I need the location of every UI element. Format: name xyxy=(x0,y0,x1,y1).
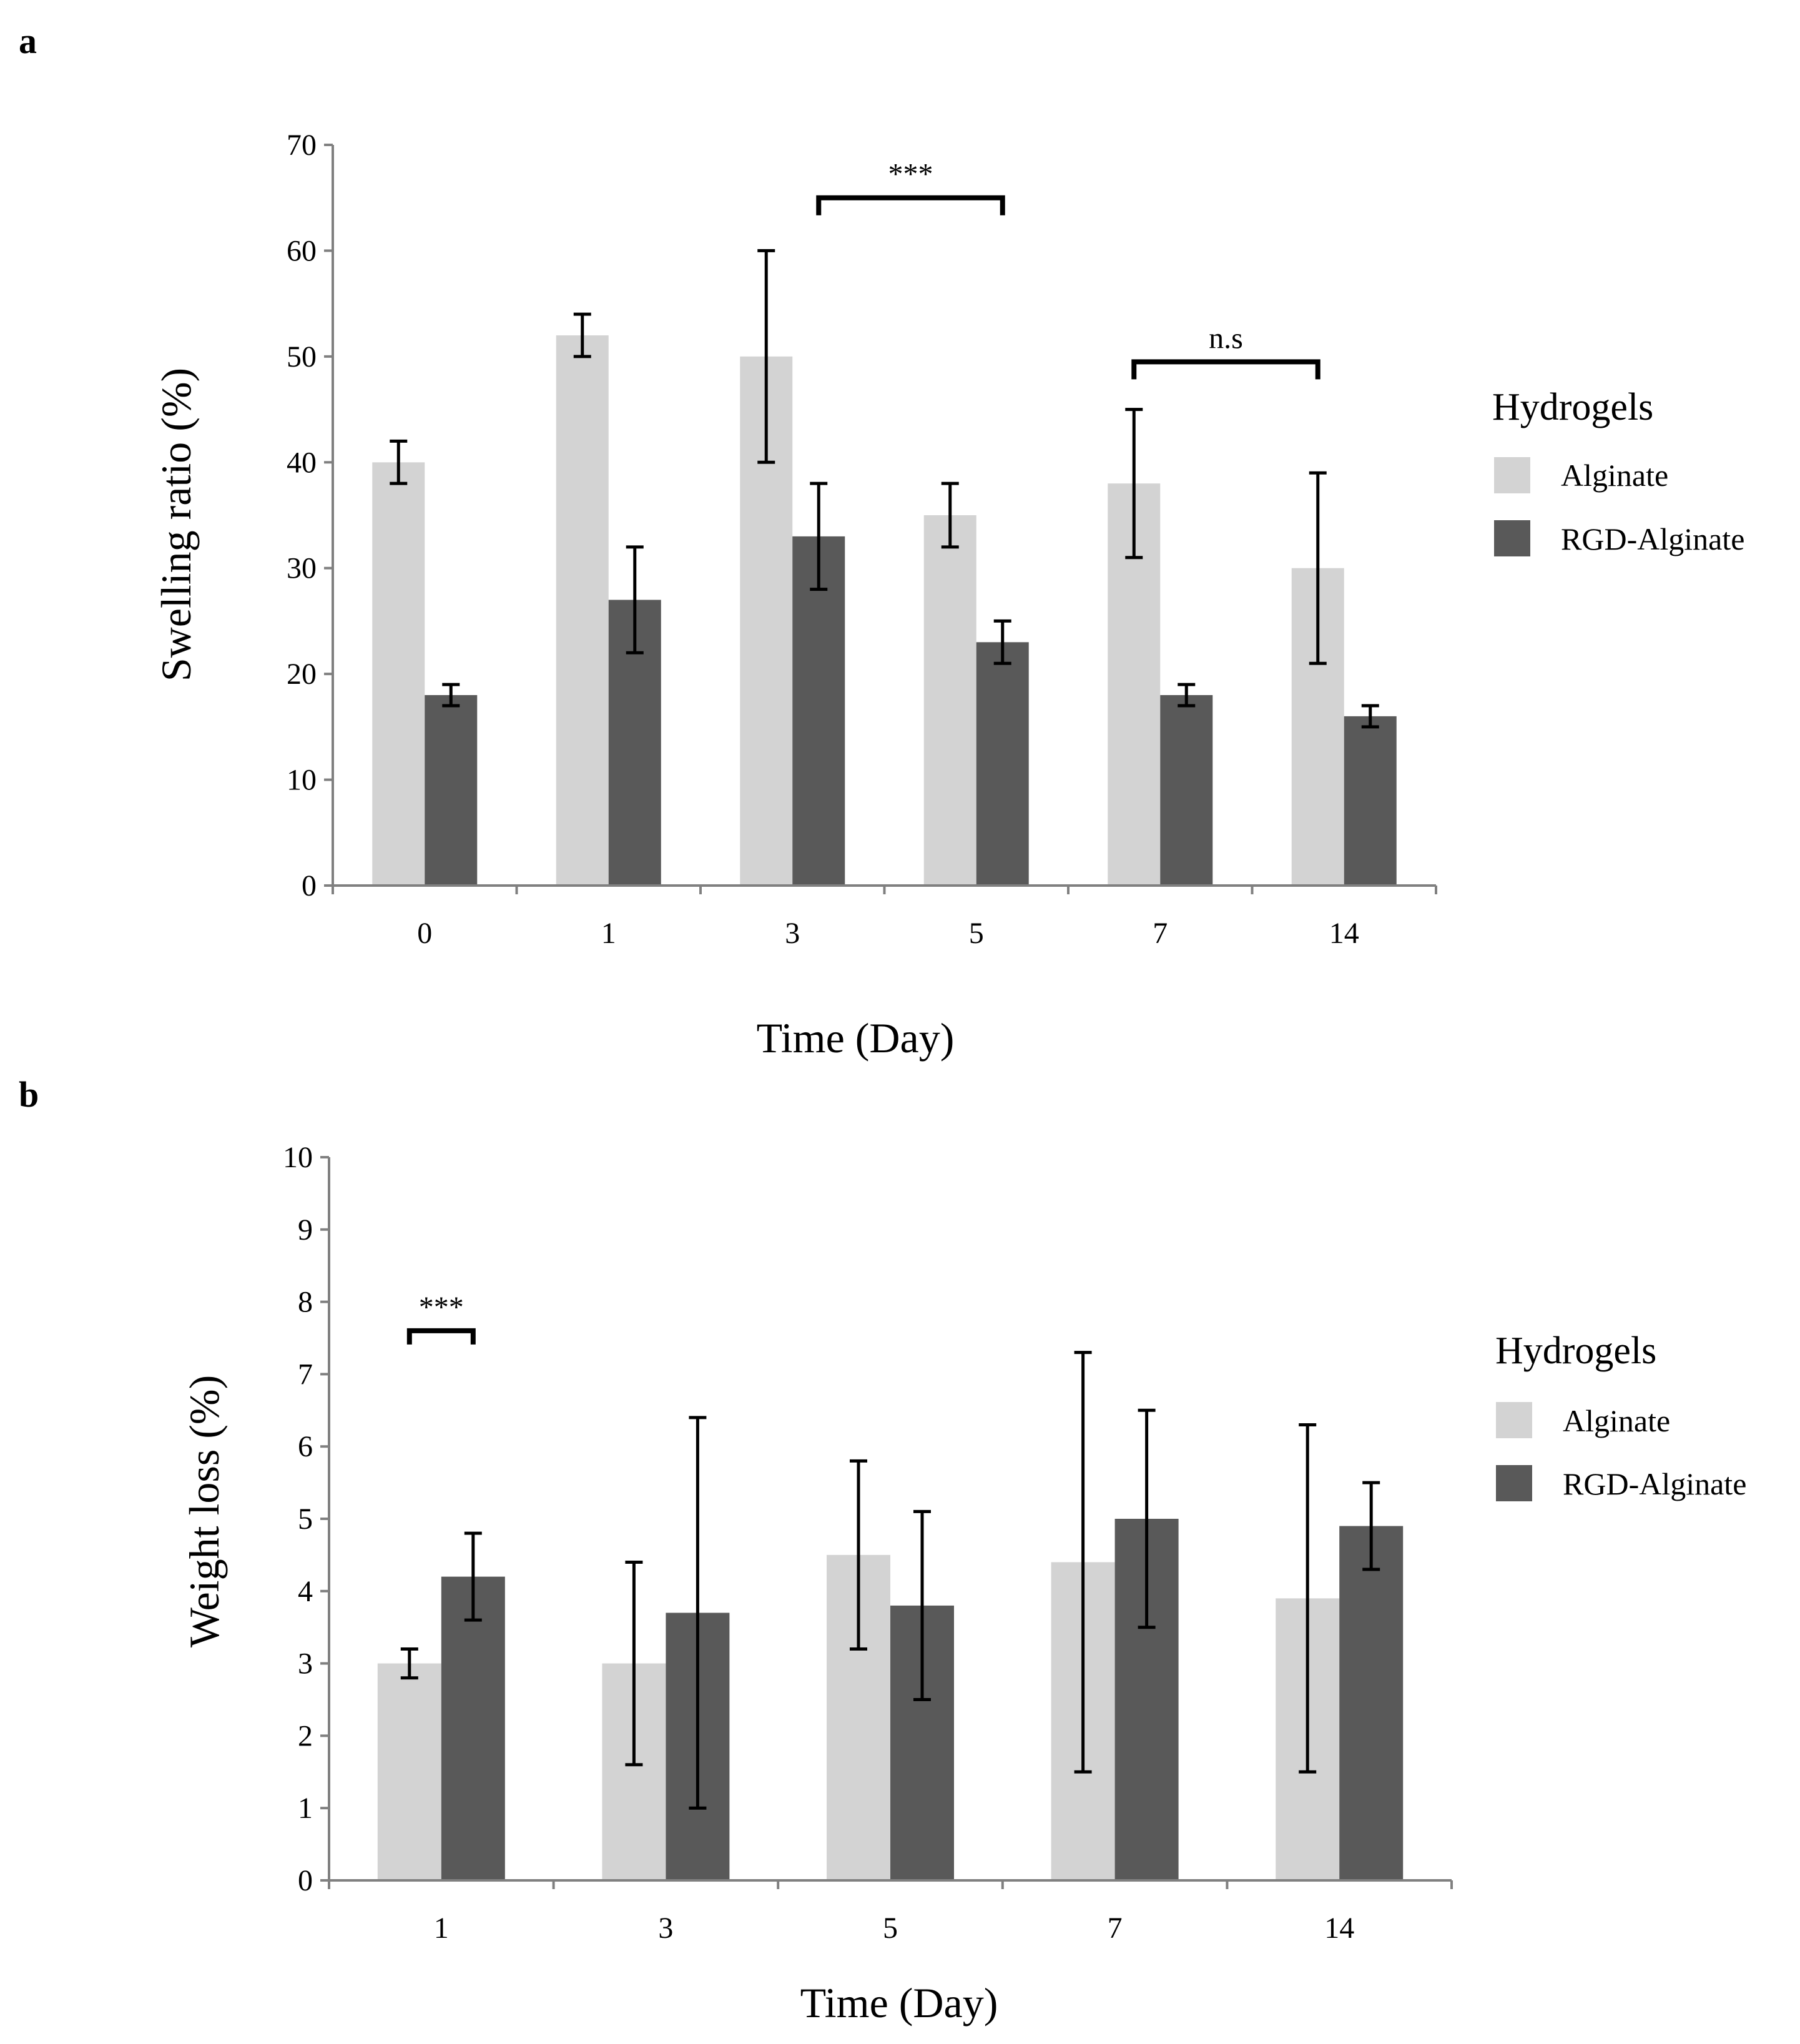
significance-label: *** xyxy=(419,1291,464,1324)
panel-a-y-axis-title: Swelling ratio (%) xyxy=(152,368,200,681)
panel-a-legend-swatch-alginate xyxy=(1494,457,1530,493)
y-tick-label: 7 xyxy=(298,1358,313,1391)
panel-a-legend-label-alginate: Alginate xyxy=(1561,458,1668,493)
error-bar-alginate-day-14 xyxy=(1309,471,1327,665)
panel-b-legend-title: Hydrogels xyxy=(1495,1330,1656,1372)
error-bar-rgd-alginate-day-14 xyxy=(1362,1481,1380,1571)
bar-alginate-day-0 xyxy=(372,462,425,886)
error-bar-alginate-day-1 xyxy=(573,312,591,358)
y-tick-label: 70 xyxy=(287,129,317,162)
significance-label: *** xyxy=(888,158,933,191)
panel-b-annotations: *** xyxy=(406,1291,476,1345)
error-bar-rgd-alginate-day-5 xyxy=(993,619,1011,665)
x-tick-label: 0 xyxy=(417,917,432,950)
x-tick-label: 14 xyxy=(1329,917,1359,950)
y-tick-label: 3 xyxy=(298,1647,313,1681)
error-bar-alginate-day-3 xyxy=(625,1560,643,1767)
panel-b-legend: Hydrogels Alginate RGD-Alginate xyxy=(1495,1330,1746,1501)
error-bar-alginate-day-14 xyxy=(1299,1423,1317,1774)
error-bar-alginate-day-1 xyxy=(400,1647,418,1680)
panel-a-label: a xyxy=(19,21,37,61)
bar-rgd-alginate-day-0 xyxy=(425,695,478,886)
panel-a-legend-swatch-rgd-alginate xyxy=(1494,520,1530,556)
panel-a-x-axis-title: Time (Day) xyxy=(757,1014,955,1062)
panel-b: b 0 1 2 3 4 5 6 7 8 9 10 1 3 5 7 14 *** Time (Day) Weig… xyxy=(19,1074,1746,2027)
error-bar-rgd-alginate-day-1 xyxy=(626,545,644,654)
panel-b-axes: 0 1 2 3 4 5 6 7 8 9 10 1 3 5 7 14 xyxy=(283,1141,1453,1945)
bar-alginate-day-1 xyxy=(377,1663,441,1880)
panel-a-legend-title: Hydrogels xyxy=(1492,386,1653,428)
error-bar-rgd-alginate-day-3 xyxy=(689,1416,707,1810)
panel-a-annotations: *** n.s xyxy=(816,158,1320,380)
significance-label: n.s xyxy=(1209,322,1243,355)
bar-rgd-alginate-day-14 xyxy=(1339,1526,1404,1880)
x-tick-label: 3 xyxy=(658,1912,673,1945)
panel-b-legend-swatch-rgd-alginate xyxy=(1496,1465,1532,1501)
error-bar-alginate-day-5 xyxy=(941,481,959,549)
bar-alginate-day-1 xyxy=(556,335,609,886)
y-tick-label: 6 xyxy=(298,1430,313,1463)
panel-a-bars xyxy=(372,335,1397,886)
panel-a-legend-label-rgd-alginate: RGD-Alginate xyxy=(1561,521,1744,556)
bar-rgd-alginate-day-1 xyxy=(441,1576,505,1880)
error-bar-rgd-alginate-day-5 xyxy=(913,1509,931,1701)
y-tick-label: 0 xyxy=(302,869,317,902)
panel-a-error-bars xyxy=(390,249,1379,729)
x-tick-label: 1 xyxy=(434,1912,449,1945)
error-bar-alginate-day-7 xyxy=(1074,1351,1092,1774)
error-bar-alginate-day-0 xyxy=(390,439,408,485)
y-tick-label: 60 xyxy=(287,234,317,267)
panel-a-axes: 0 10 20 30 40 50 60 70 0 1 3 5 7 14 xyxy=(287,129,1437,950)
error-bar-rgd-alginate-day-0 xyxy=(442,683,460,708)
panel-b-legend-label-rgd-alginate: RGD-Alginate xyxy=(1563,1466,1746,1501)
bar-rgd-alginate-day-5 xyxy=(976,642,1029,886)
error-bar-alginate-day-3 xyxy=(757,249,775,464)
error-bar-rgd-alginate-day-14 xyxy=(1361,704,1379,729)
significance-bracket: *** xyxy=(816,158,1005,215)
y-tick-label: 50 xyxy=(287,340,317,373)
x-tick-label: 5 xyxy=(969,917,984,950)
x-tick-label: 7 xyxy=(1108,1912,1123,1945)
bar-alginate-day-5 xyxy=(923,515,976,886)
y-tick-label: 10 xyxy=(283,1141,313,1174)
y-tick-label: 4 xyxy=(298,1575,313,1608)
error-bar-alginate-day-5 xyxy=(850,1459,867,1651)
y-tick-label: 5 xyxy=(298,1503,313,1536)
y-tick-label: 2 xyxy=(298,1719,313,1752)
error-bar-rgd-alginate-day-7 xyxy=(1178,683,1196,708)
bar-rgd-alginate-day-7 xyxy=(1160,695,1213,886)
error-bar-rgd-alginate-day-1 xyxy=(464,1531,482,1622)
panel-b-x-axis-title: Time (Day) xyxy=(800,1979,998,2027)
y-tick-label: 9 xyxy=(298,1213,313,1247)
bar-rgd-alginate-day-3 xyxy=(792,536,845,886)
y-tick-label: 8 xyxy=(298,1286,313,1319)
x-tick-label: 3 xyxy=(785,917,800,950)
error-bar-rgd-alginate-day-3 xyxy=(810,481,828,591)
panel-b-y-axis-title: Weight loss (%) xyxy=(180,1375,228,1647)
panel-b-bars xyxy=(377,1519,1404,1880)
x-tick-label: 14 xyxy=(1324,1912,1354,1945)
panel-b-legend-label-alginate: Alginate xyxy=(1563,1403,1670,1438)
x-tick-label: 7 xyxy=(1153,917,1168,950)
significance-bracket: *** xyxy=(406,1291,476,1345)
y-tick-label: 0 xyxy=(298,1864,313,1897)
panel-b-legend-swatch-alginate xyxy=(1496,1402,1532,1438)
y-tick-label: 10 xyxy=(287,764,317,797)
significance-bracket: n.s xyxy=(1131,322,1320,380)
x-tick-label: 1 xyxy=(601,917,616,950)
panel-b-error-bars xyxy=(400,1351,1380,1810)
y-tick-label: 20 xyxy=(287,658,317,691)
error-bar-alginate-day-7 xyxy=(1125,408,1143,560)
y-tick-label: 40 xyxy=(287,446,317,479)
panel-a-legend: Hydrogels Alginate RGD-Alginate xyxy=(1492,386,1744,556)
x-tick-label: 5 xyxy=(883,1912,898,1945)
panel-a: a 0 10 20 30 40 50 60 70 0 1 3 5 7 14 *** n.s Time (Da… xyxy=(19,21,1744,1062)
error-bar-rgd-alginate-day-7 xyxy=(1138,1408,1156,1629)
y-tick-label: 1 xyxy=(298,1792,313,1825)
panel-b-label: b xyxy=(19,1074,39,1115)
y-tick-label: 30 xyxy=(287,552,317,585)
bar-rgd-alginate-day-14 xyxy=(1344,716,1397,886)
